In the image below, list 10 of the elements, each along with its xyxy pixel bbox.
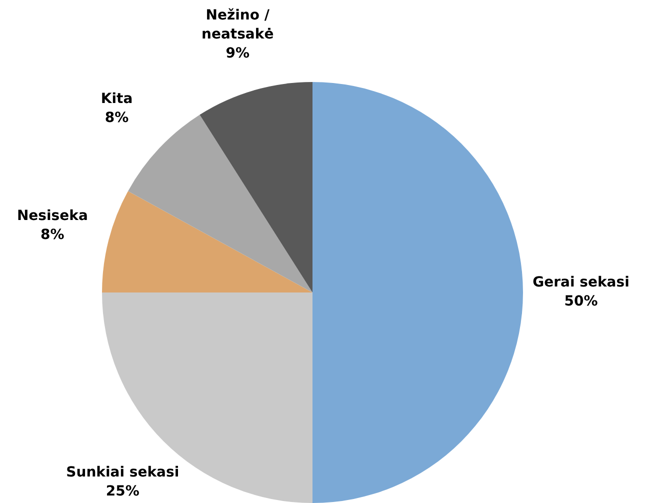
data-label: 8%: [104, 110, 129, 126]
data-label: 25%: [106, 484, 140, 500]
slice-label: Kita: [100, 90, 133, 107]
slice-label: Nesiseka: [16, 208, 88, 224]
data-label: 8%: [40, 226, 64, 243]
slice-label: Nežino / neatsakė: [201, 7, 274, 42]
data-label: 9%: [226, 45, 250, 62]
slice-label: Gerai sekasi: [532, 274, 630, 291]
slice-label: Sunkiai sekasi: [66, 464, 180, 480]
data-label: 50%: [564, 294, 598, 310]
